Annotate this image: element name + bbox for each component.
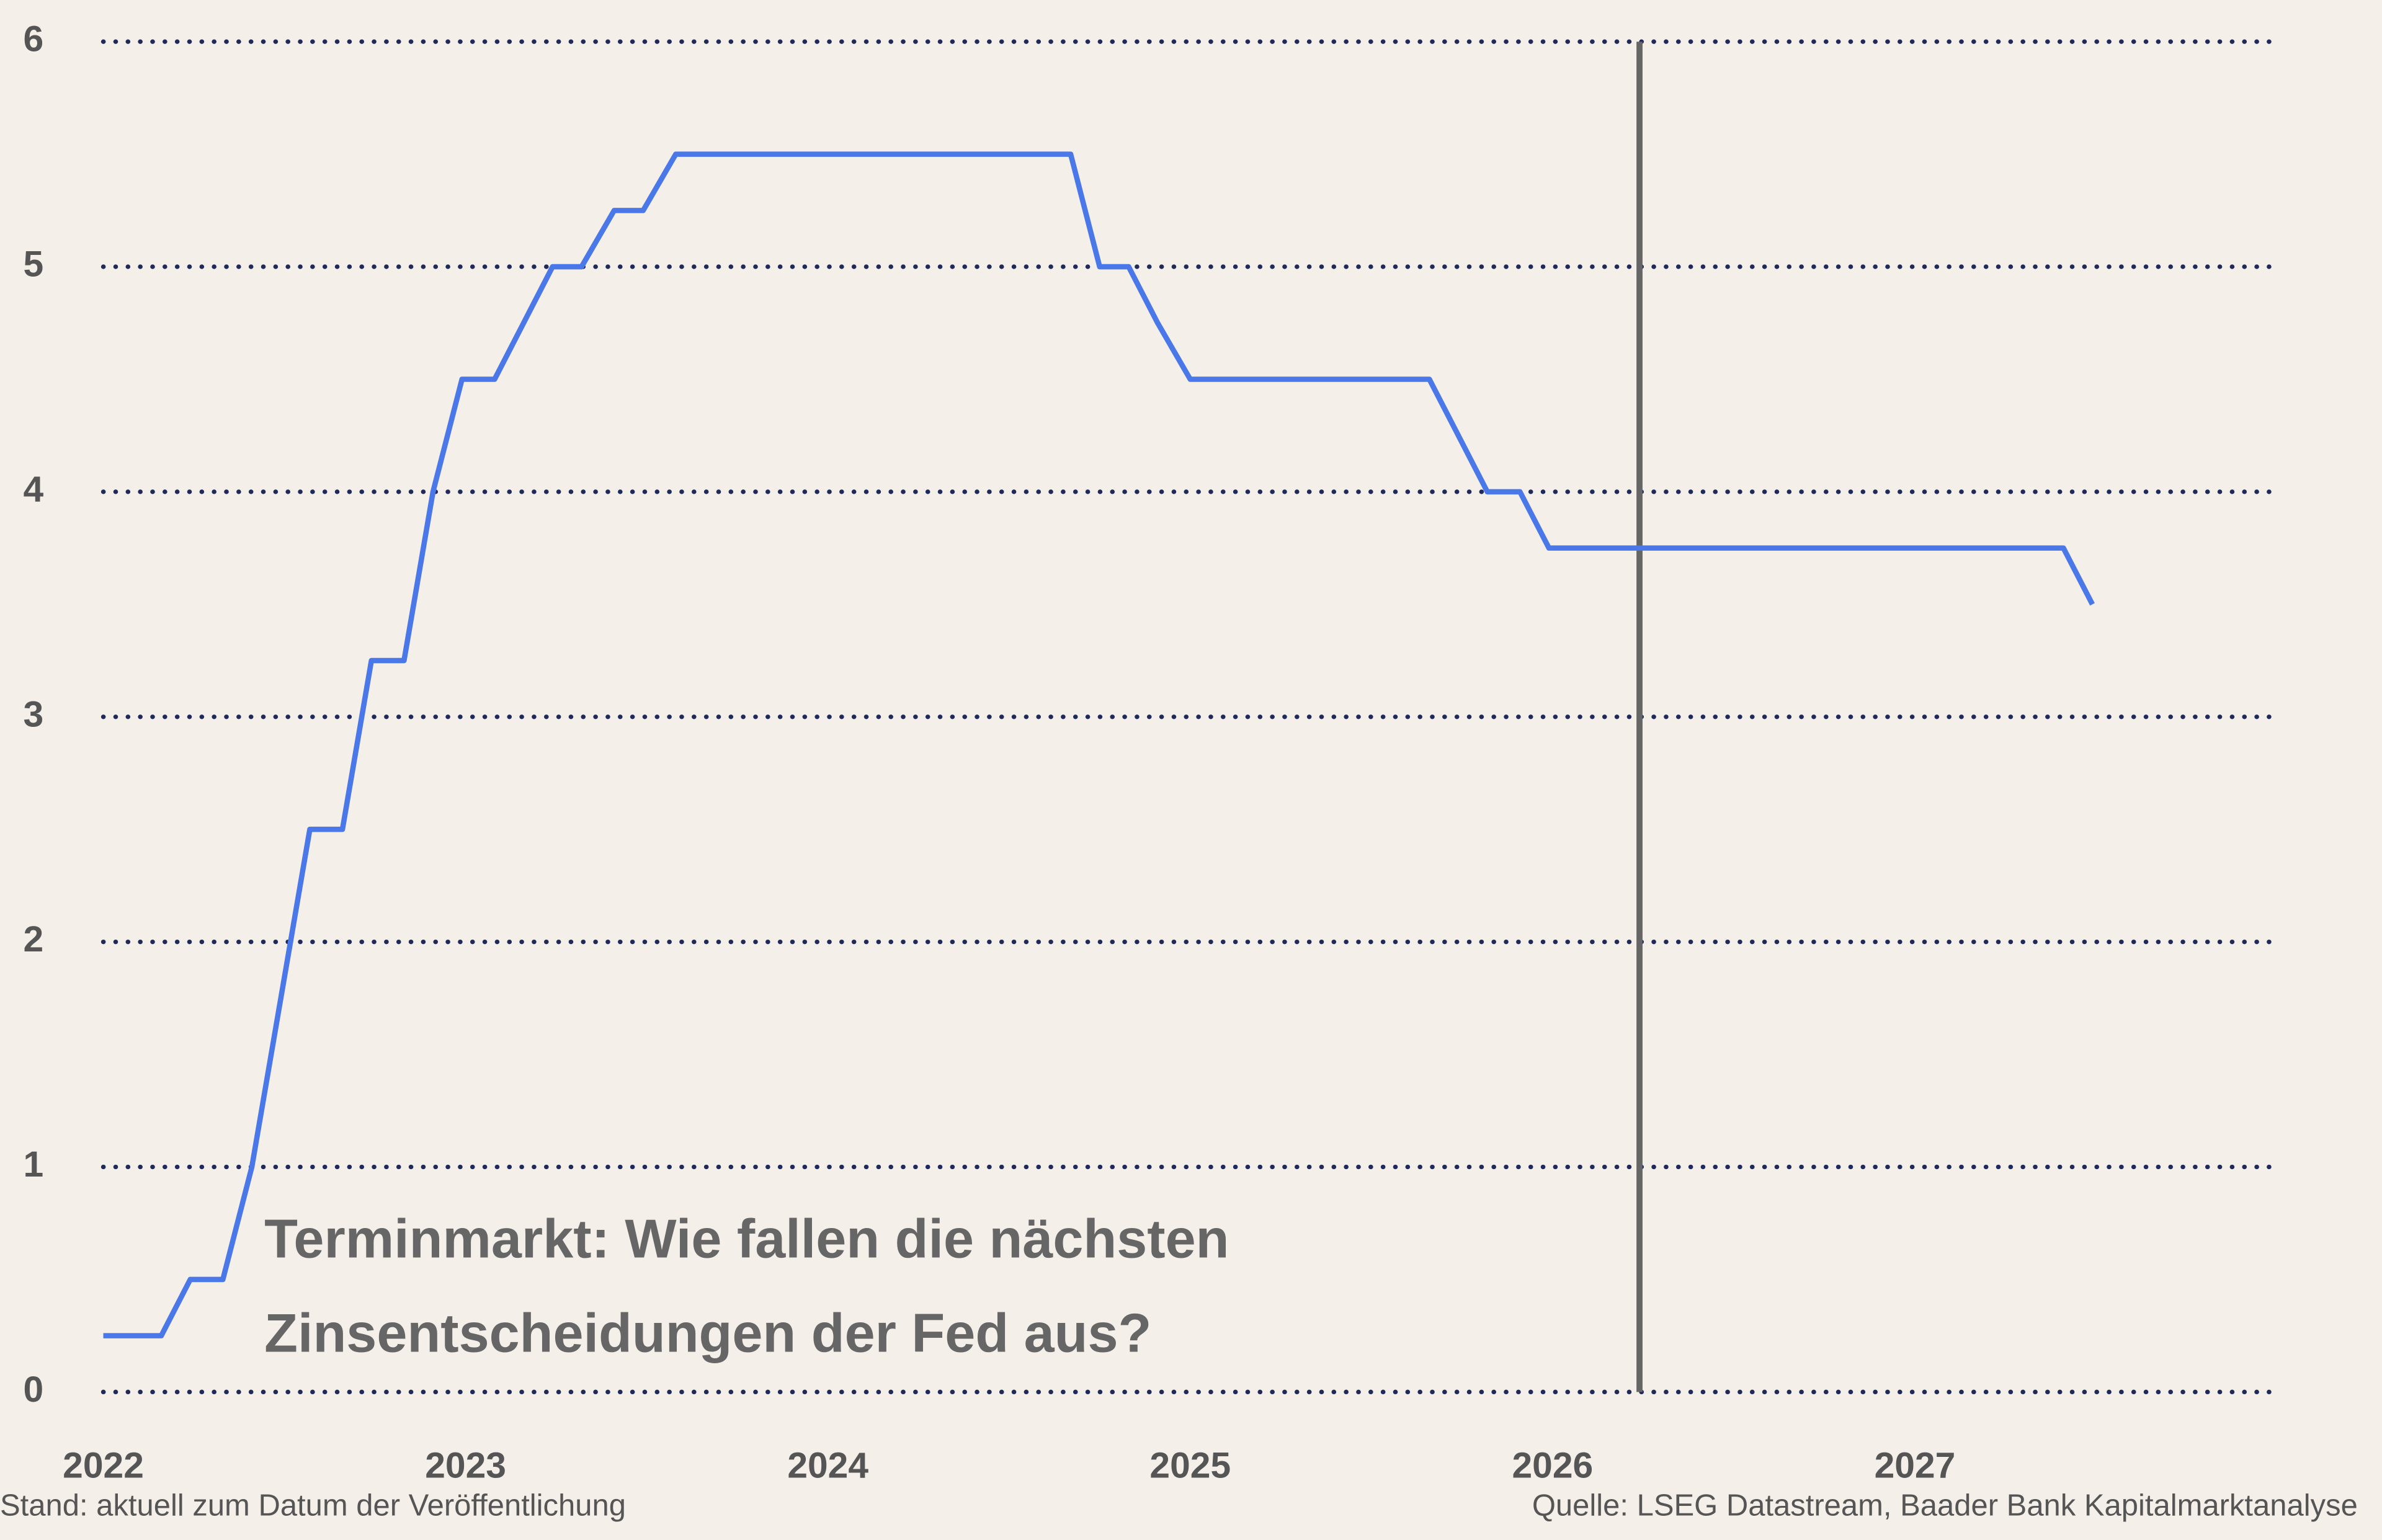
y-tick-label: 4 bbox=[24, 469, 44, 509]
y-tick-label: 6 bbox=[24, 19, 44, 60]
y-tick-label: 5 bbox=[24, 244, 44, 285]
chart-title: Zinsentscheidungen der Fed aus? bbox=[264, 1302, 1151, 1363]
data-line bbox=[103, 151, 2095, 1338]
x-tick-label: 2026 bbox=[1512, 1445, 1593, 1485]
x-tick-label: 2023 bbox=[425, 1445, 506, 1485]
y-tick-label: 0 bbox=[24, 1369, 44, 1410]
y-tick-label: 2 bbox=[24, 919, 44, 959]
x-tick-label: 2024 bbox=[787, 1445, 868, 1485]
x-tick-label: 2027 bbox=[1875, 1445, 1956, 1485]
x-tick-label: 2022 bbox=[63, 1445, 144, 1485]
y-tick-label: 3 bbox=[24, 694, 44, 734]
chart-title: Terminmarkt: Wie fallen die nächsten bbox=[264, 1208, 1229, 1270]
source: Quelle: LSEG Datastream, Baader Bank Kap… bbox=[1532, 1489, 2358, 1522]
note: Stand: aktuell zum Datum der Veröffentli… bbox=[0, 1489, 626, 1522]
y-tick-label: 1 bbox=[24, 1144, 44, 1185]
x-tick-label: 2025 bbox=[1149, 1445, 1231, 1485]
